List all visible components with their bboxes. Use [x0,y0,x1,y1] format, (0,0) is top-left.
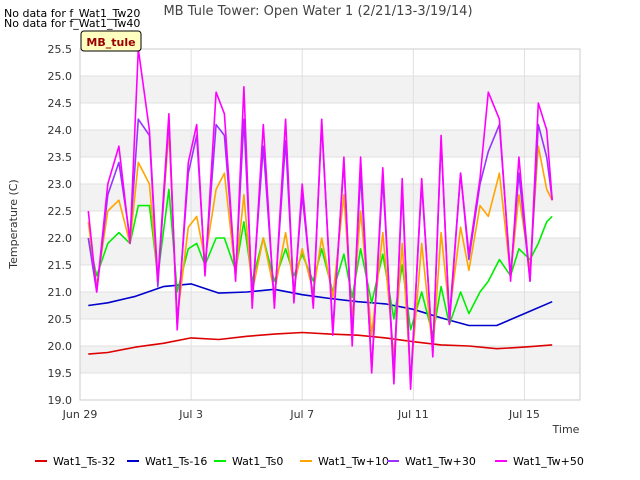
no-data-note-2: No data for f_Wat1_Tw40 [4,17,141,30]
series-lines [87,48,553,391]
x-axis-label: Time [552,423,580,436]
y-tick-label: 22.5 [48,205,73,218]
series-line-Wat1_Ts0 [87,188,553,337]
y-axis-ticks: 19.0 19.5 20.0 20.5 21.0 21.5 22.0 22.5 23.0 23.5… [48,43,73,407]
legend-label: Wat1_Tw+50 [513,455,584,468]
plot-band [80,238,580,265]
plot-band [80,130,580,157]
legend: Wat1_Ts-32 Wat1_Ts-16 Wat1_Ts0 Wat1_Tw+10 Wa… [35,455,584,468]
station-tag-box [80,30,142,52]
chart-title: MB Tule Tower: Open Water 1 (2/21/13-3/1… [163,4,472,19]
plot-band [80,49,580,76]
no-data-note-1: No data for f_Wat1_Tw20 [4,7,141,20]
y-tick-label: 20.5 [48,313,73,326]
station-tag-label: MB_tule [86,36,135,49]
legend-label: Wat1_Tw+10 [318,455,389,468]
plot-band [80,292,580,319]
y-tick-label: 19.5 [48,367,73,380]
station-tag: MB_tule [80,30,142,52]
legend-label: Wat1_Ts-16 [145,455,207,468]
y-tick-label: 24.5 [48,97,73,110]
plot-frame [79,48,581,401]
plot-band [80,319,580,346]
y-tick-label: 24.0 [48,124,73,137]
legend-label: Wat1_Ts-32 [53,455,115,468]
y-tick-label: 23.0 [48,178,73,191]
series-line-Wat1_Ts-32 [88,331,553,355]
y-tick-label: 25.0 [48,70,73,83]
y-tick-label: 23.5 [48,151,73,164]
y-tick-label: 19.0 [48,394,73,407]
y-tick-label: 22.0 [48,232,73,245]
x-tick-label: Jul 7 [289,408,314,421]
y-tick-label: 25.5 [48,43,73,56]
plot-band [80,157,580,184]
plot-band [80,373,580,400]
x-tick-label: Jul 11 [397,408,429,421]
y-axis-label: Temperature (C) [7,179,20,269]
y-tick-label: 21.5 [48,259,73,272]
legend-label: Wat1_Tw+30 [405,455,476,468]
x-tick-label: Jun 29 [62,408,98,421]
series-line-Wat1_Ts-16 [88,283,553,327]
y-tick-label: 20.0 [48,340,73,353]
x-tick-label: Jul 3 [178,408,203,421]
plot-band [80,103,580,130]
legend-label: Wat1_Ts0 [232,455,283,468]
y-tick-label: 21.0 [48,286,73,299]
x-tick-label: Jul 15 [508,408,540,421]
x-axis-ticks: Jun 29 Jul 3 Jul 7 Jul 11 Jul 15 [62,408,540,421]
plot-band [80,346,580,373]
series-line-Wat1_Tw+50 [87,48,553,391]
plot-band [80,76,580,103]
